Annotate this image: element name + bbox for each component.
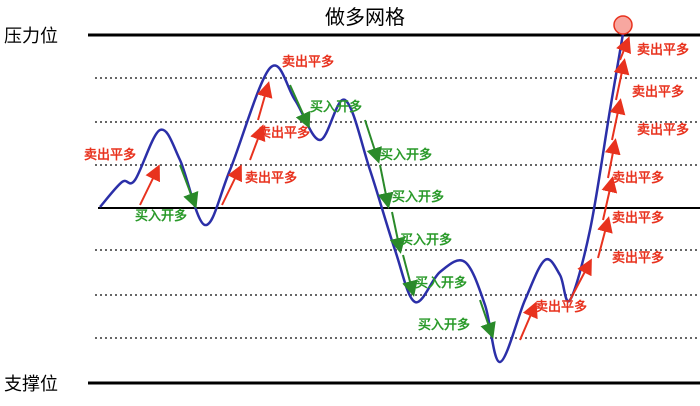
sell-arrow xyxy=(519,301,538,341)
buy-arrow xyxy=(402,254,418,297)
sell-label: 卖出平多 xyxy=(612,210,664,226)
sell-label: 卖出平多 xyxy=(535,299,587,315)
sell-label: 卖出平多 xyxy=(245,170,297,186)
sell-arrow xyxy=(609,98,626,141)
sell-arrow xyxy=(613,58,630,101)
buy-label: 买入开多 xyxy=(310,99,362,115)
sell-label: 卖出平多 xyxy=(612,170,664,186)
buy-label: 买入开多 xyxy=(418,317,470,333)
sell-label: 卖出平多 xyxy=(637,122,689,138)
buy-arrow xyxy=(377,164,394,209)
sell-arrow xyxy=(249,124,266,161)
sell-label: 卖出平多 xyxy=(612,250,664,266)
sell-label: 卖出平多 xyxy=(282,54,334,70)
buy-label: 买入开多 xyxy=(400,232,452,248)
sell-arrow xyxy=(257,81,273,121)
sell-arrow xyxy=(601,176,618,221)
support-label: 支撑位 xyxy=(4,374,58,395)
title: 做多网格 xyxy=(325,5,405,29)
buy-arrow xyxy=(389,211,406,254)
levels xyxy=(88,33,700,385)
peak-marker xyxy=(613,15,633,35)
content: 卖出平多卖出平多卖出平多卖出平多卖出平多卖出平多卖出平多卖出平多卖出平多卖出平多… xyxy=(84,21,689,364)
resistance-label: 压力位 xyxy=(4,26,58,47)
sell-label: 卖出平多 xyxy=(632,84,684,100)
sell-arrow xyxy=(569,258,592,301)
buy-label: 买入开多 xyxy=(380,147,432,163)
buy-arrow xyxy=(364,119,382,164)
buy-label: 买入开多 xyxy=(415,275,467,291)
grid-lines xyxy=(95,77,700,339)
sell-arrow xyxy=(616,36,631,61)
sell-arrow xyxy=(221,164,242,206)
buy-arrow xyxy=(179,164,199,209)
buy-arrow xyxy=(479,299,496,339)
sell-label: 卖出平多 xyxy=(258,125,310,141)
sell-arrow xyxy=(604,138,621,179)
buy-label: 买入开多 xyxy=(392,189,444,205)
buy-label: 买入开多 xyxy=(135,208,187,224)
sell-label: 卖出平多 xyxy=(637,42,689,58)
buy-arrow xyxy=(289,84,311,129)
sell-label: 卖出平多 xyxy=(84,147,136,163)
sell-arrow xyxy=(597,216,613,259)
sell-arrow xyxy=(139,164,160,206)
